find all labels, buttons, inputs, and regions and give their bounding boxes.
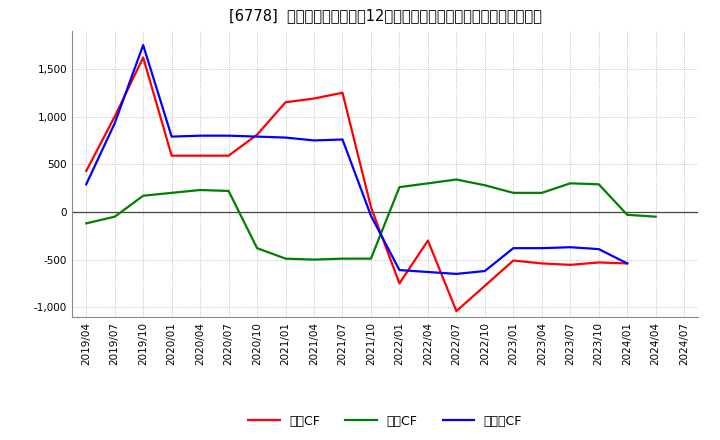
営業CF xyxy=(196,153,204,158)
フリーCF xyxy=(167,134,176,139)
フリーCF xyxy=(366,213,375,218)
営業CF xyxy=(167,153,176,158)
Legend: 営業CF, 投資CF, フリーCF: 営業CF, 投資CF, フリーCF xyxy=(248,414,522,428)
営業CF xyxy=(566,262,575,268)
営業CF xyxy=(82,168,91,173)
フリーCF xyxy=(537,246,546,251)
営業CF xyxy=(623,261,631,266)
投資CF xyxy=(366,256,375,261)
フリーCF xyxy=(452,271,461,276)
投資CF xyxy=(537,190,546,195)
フリーCF xyxy=(139,42,148,48)
投資CF xyxy=(82,221,91,226)
フリーCF xyxy=(282,135,290,140)
Line: フリーCF: フリーCF xyxy=(86,45,627,274)
フリーCF xyxy=(595,246,603,252)
投資CF xyxy=(139,193,148,198)
フリーCF xyxy=(82,182,91,187)
投資CF xyxy=(225,188,233,194)
営業CF xyxy=(310,96,318,101)
投資CF xyxy=(167,190,176,195)
フリーCF xyxy=(310,138,318,143)
投資CF xyxy=(338,256,347,261)
投資CF xyxy=(110,214,119,219)
営業CF xyxy=(595,260,603,265)
フリーCF xyxy=(196,133,204,138)
営業CF xyxy=(509,258,518,263)
フリーCF xyxy=(338,137,347,142)
営業CF xyxy=(537,261,546,266)
フリーCF xyxy=(395,268,404,273)
投資CF xyxy=(595,182,603,187)
フリーCF xyxy=(423,269,432,275)
営業CF xyxy=(225,153,233,158)
投資CF xyxy=(282,256,290,261)
投資CF xyxy=(623,212,631,217)
営業CF xyxy=(139,55,148,60)
営業CF xyxy=(395,281,404,286)
営業CF xyxy=(110,114,119,119)
投資CF xyxy=(395,184,404,190)
フリーCF xyxy=(509,246,518,251)
投資CF xyxy=(566,181,575,186)
投資CF xyxy=(452,177,461,182)
投資CF xyxy=(423,181,432,186)
投資CF xyxy=(652,214,660,219)
フリーCF xyxy=(566,245,575,250)
営業CF xyxy=(282,99,290,105)
フリーCF xyxy=(110,121,119,126)
フリーCF xyxy=(623,261,631,266)
フリーCF xyxy=(480,268,489,274)
Line: 投資CF: 投資CF xyxy=(86,180,656,260)
フリーCF xyxy=(253,134,261,139)
投資CF xyxy=(480,183,489,188)
投資CF xyxy=(509,190,518,195)
営業CF xyxy=(423,238,432,243)
営業CF xyxy=(253,132,261,137)
Title: [6778]  キャッシュフローの12か月移動合計の対前年同期増減額の推移: [6778] キャッシュフローの12か月移動合計の対前年同期増減額の推移 xyxy=(229,7,541,23)
営業CF xyxy=(366,205,375,210)
投資CF xyxy=(253,246,261,251)
営業CF xyxy=(338,90,347,95)
投資CF xyxy=(310,257,318,262)
投資CF xyxy=(196,187,204,193)
フリーCF xyxy=(225,133,233,138)
Line: 営業CF: 営業CF xyxy=(86,58,627,311)
営業CF xyxy=(452,308,461,314)
